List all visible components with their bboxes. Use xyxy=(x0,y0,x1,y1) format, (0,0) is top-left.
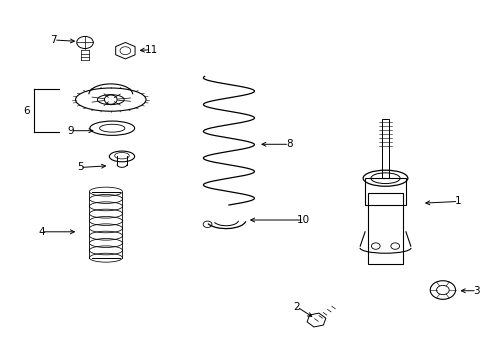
Text: 6: 6 xyxy=(23,106,30,116)
Text: 8: 8 xyxy=(285,139,292,149)
Text: 3: 3 xyxy=(473,286,479,296)
Text: 4: 4 xyxy=(38,227,44,237)
Bar xyxy=(368,193,402,264)
Text: 7: 7 xyxy=(50,35,57,45)
Bar xyxy=(365,178,405,205)
Text: 10: 10 xyxy=(297,215,310,225)
Text: 2: 2 xyxy=(293,302,300,312)
Text: 1: 1 xyxy=(454,197,461,206)
Text: 5: 5 xyxy=(77,162,83,172)
Text: 9: 9 xyxy=(67,126,74,136)
Text: 11: 11 xyxy=(144,45,158,55)
Bar xyxy=(381,119,388,178)
